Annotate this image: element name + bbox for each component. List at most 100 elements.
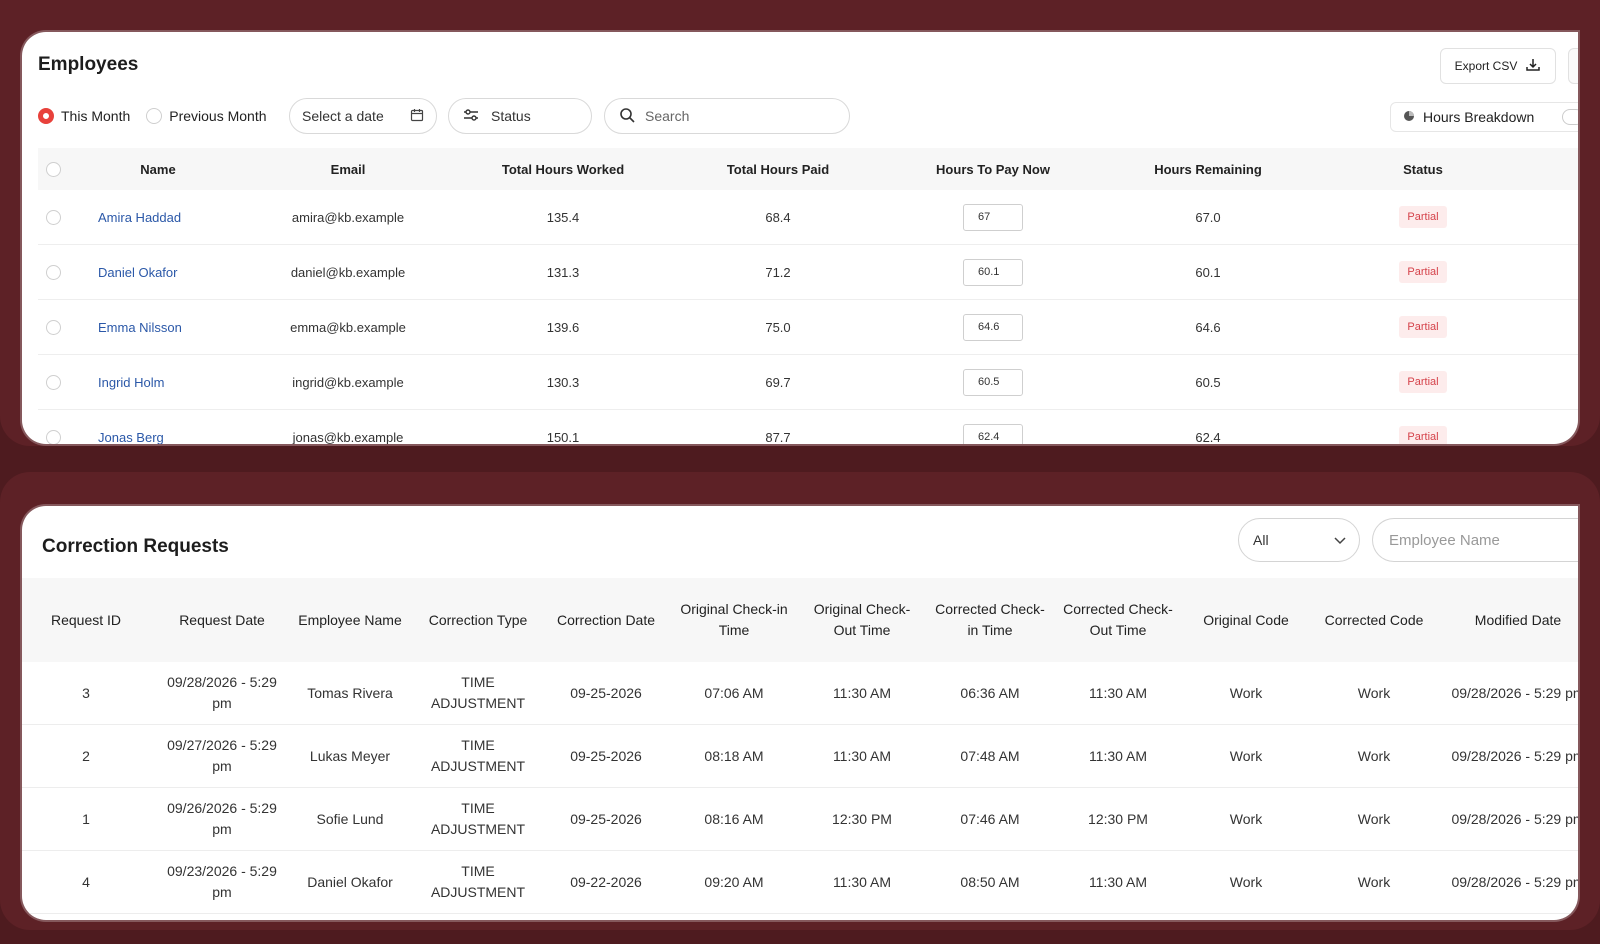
- status-filter-button[interactable]: Status: [448, 98, 592, 134]
- col-corrected-code[interactable]: Corrected Code: [1324, 611, 1424, 628]
- col-hours-to-pay-now[interactable]: Hours To Pay Now: [936, 161, 1050, 177]
- total-hours-worked: 131.3: [546, 264, 580, 280]
- col-employee-name[interactable]: Employee Name: [298, 611, 402, 628]
- col-hours-remaining[interactable]: Hours Remaining: [1154, 161, 1262, 177]
- corrected-check-in: 06:36 AM: [960, 684, 1020, 701]
- corrected-check-out: 12:30 PM: [1088, 810, 1148, 827]
- modified-date: 09/28/2026 - 5:29 pm: [1451, 810, 1578, 827]
- corrected-code: Work: [1357, 810, 1391, 827]
- employee-email: amira@kb.example: [291, 209, 405, 225]
- col-modified-date[interactable]: Modified Date: [1474, 611, 1562, 628]
- total-hours-worked: 135.4: [546, 209, 580, 225]
- modified-date: 09/28/2026 - 5:29 pm: [1451, 684, 1578, 701]
- hours-to-pay-now-input[interactable]: 62.4: [963, 423, 1023, 444]
- table-row: 4 09/23/2026 - 5:29 pm Daniel Okafor TIM…: [22, 851, 1578, 914]
- total-hours-worked: 150.1: [546, 429, 580, 445]
- employee-name: Daniel Okafor: [307, 873, 393, 890]
- col-correction-date[interactable]: Correction Date: [556, 611, 656, 628]
- corrected-check-out: 11:30 AM: [1088, 684, 1148, 701]
- col-email[interactable]: Email: [330, 161, 366, 177]
- radio-this-month[interactable]: This Month: [38, 108, 130, 124]
- original-check-out: 11:30 AM: [832, 684, 892, 701]
- col-original-check-out[interactable]: Original Check-Out Time: [813, 601, 911, 638]
- original-check-in: 08:16 AM: [704, 810, 764, 827]
- original-code: Work: [1229, 810, 1263, 827]
- corrections-panel: Correction Requests All Employee Name Re…: [22, 506, 1578, 920]
- original-code: Work: [1229, 684, 1263, 701]
- employee-name-link[interactable]: Daniel Okafor: [98, 264, 178, 280]
- total-hours-paid: 75.0: [765, 319, 791, 335]
- hours-to-pay-now-input[interactable]: 64.6: [963, 313, 1023, 341]
- correction-type-select[interactable]: All: [1238, 518, 1360, 562]
- employee-name-link[interactable]: Ingrid Holm: [98, 374, 165, 390]
- original-code: Work: [1229, 747, 1263, 764]
- col-corrected-check-in[interactable]: Corrected Check-in Time: [935, 601, 1045, 638]
- col-original-check-in[interactable]: Original Check-in Time: [680, 601, 788, 638]
- col-request-id[interactable]: Request ID: [50, 611, 122, 628]
- original-check-in: 07:06 AM: [704, 684, 764, 701]
- col-total-hours-paid[interactable]: Total Hours Paid: [726, 161, 830, 177]
- status-badge: Partial: [1399, 316, 1447, 338]
- col-total-hours-worked[interactable]: Total Hours Worked: [501, 161, 625, 177]
- total-hours-paid: 68.4: [765, 209, 791, 225]
- export-csv-label: Export CSV: [1454, 59, 1518, 73]
- table-row: 1 09/26/2026 - 5:29 pm Sofie Lund TIME A…: [22, 788, 1578, 851]
- modified-date: 09/28/2026 - 5:29 pm: [1451, 873, 1578, 890]
- col-original-code[interactable]: Original Code: [1203, 611, 1289, 628]
- corrected-check-in: 08:50 AM: [960, 873, 1020, 890]
- row-checkbox[interactable]: [46, 429, 61, 444]
- col-name[interactable]: Name: [140, 161, 176, 177]
- correction-type-value: All: [1253, 532, 1269, 548]
- employee-name: Sofie Lund: [316, 810, 384, 827]
- row-checkbox[interactable]: [46, 264, 61, 280]
- radio-unselected-indicator: [146, 108, 163, 124]
- employee-name-placeholder: Employee Name: [1389, 531, 1500, 549]
- request-id: 3: [82, 684, 90, 701]
- hours-to-pay-now-input[interactable]: 60.5: [963, 368, 1023, 396]
- date-picker[interactable]: Select a date: [289, 98, 437, 134]
- download-icon: [1525, 57, 1541, 76]
- col-status[interactable]: Status: [1403, 161, 1443, 177]
- employee-name-input[interactable]: Employee Name: [1372, 518, 1578, 562]
- employee-name-link[interactable]: Jonas Berg: [98, 429, 164, 445]
- status-badge: Partial: [1399, 371, 1447, 393]
- employee-name-link[interactable]: Emma Nilsson: [98, 319, 182, 335]
- select-all-checkbox[interactable]: [46, 161, 61, 177]
- original-code: Work: [1229, 873, 1263, 890]
- original-check-out: 11:30 AM: [832, 873, 892, 890]
- toggle-switch[interactable]: [1562, 109, 1578, 125]
- corrections-title: Correction Requests: [42, 536, 229, 557]
- employee-name-link[interactable]: Amira Haddad: [98, 209, 182, 225]
- hours-remaining: 64.6: [1195, 319, 1221, 335]
- table-row: Jonas Berg jonas@kb.example 150.1 87.7 6…: [38, 410, 1578, 444]
- row-checkbox[interactable]: [46, 209, 61, 225]
- correction-date: 09-25-2026: [570, 684, 642, 701]
- col-request-date[interactable]: Request Date: [179, 611, 265, 628]
- hours-to-pay-now-input[interactable]: 60.1: [963, 258, 1023, 286]
- calendar-icon: [410, 108, 424, 125]
- row-checkbox[interactable]: [46, 374, 61, 390]
- hours-remaining: 60.1: [1195, 264, 1221, 280]
- hours-breakdown-toggle[interactable]: Hours Breakdown: [1390, 102, 1578, 132]
- correction-date: 09-25-2026: [570, 810, 642, 827]
- corrected-check-out: 11:30 AM: [1088, 747, 1148, 764]
- table-row: 3 09/28/2026 - 5:29 pm Tomas Rivera TIME…: [22, 662, 1578, 725]
- more-actions-button[interactable]: [1568, 48, 1578, 84]
- export-csv-button[interactable]: Export CSV: [1440, 48, 1556, 84]
- table-row: Emma Nilsson emma@kb.example 139.6 75.0 …: [38, 300, 1578, 355]
- search-input[interactable]: Search: [604, 98, 850, 134]
- col-corrected-check-out[interactable]: Corrected Check-Out Time: [1063, 601, 1173, 638]
- employees-title: Employees: [38, 54, 139, 75]
- period-radio-group: This Month Previous Month: [38, 108, 267, 124]
- radio-previous-month[interactable]: Previous Month: [146, 108, 267, 124]
- employee-name: Tomas Rivera: [307, 684, 393, 701]
- request-date: 09/27/2026 - 5:29 pm: [167, 737, 277, 774]
- corrected-check-in: 07:46 AM: [960, 810, 1020, 827]
- hours-to-pay-now-input[interactable]: 67: [963, 203, 1023, 231]
- correction-type: TIME ADJUSTMENT: [430, 800, 526, 837]
- correction-type: TIME ADJUSTMENT: [430, 674, 526, 711]
- row-checkbox[interactable]: [46, 319, 61, 335]
- original-check-in: 08:18 AM: [704, 747, 764, 764]
- col-correction-type[interactable]: Correction Type: [428, 611, 528, 628]
- employees-panel: Employees Export CSV This Month Previous…: [22, 32, 1578, 444]
